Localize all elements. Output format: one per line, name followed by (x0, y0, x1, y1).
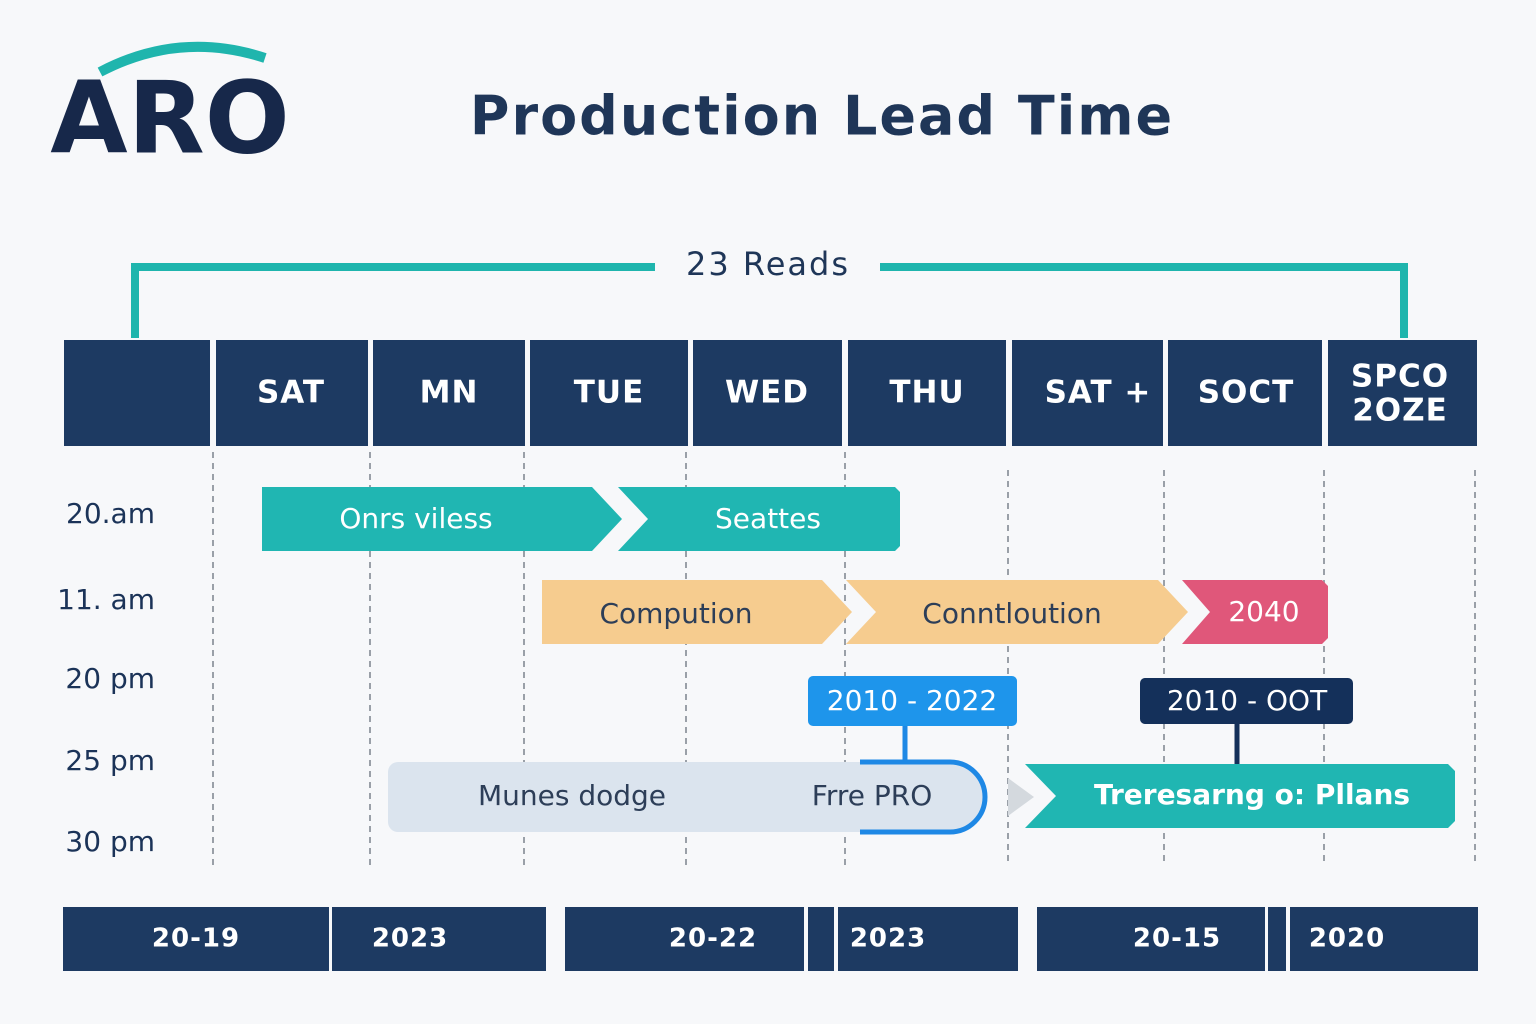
header-label: MN (420, 375, 479, 411)
header-cell (373, 340, 525, 446)
header-label: WED (725, 375, 809, 411)
callout-label: 2010 - OOT (1167, 684, 1328, 717)
task-bar (618, 487, 900, 551)
row-label: 11. am (57, 583, 155, 616)
footer-cell (565, 907, 804, 971)
logo: ARO (50, 59, 289, 176)
header-cell (216, 340, 368, 446)
row-label: 20 pm (65, 662, 155, 695)
row-label: 30 pm (65, 825, 155, 858)
footer-cell (1037, 907, 1265, 971)
footer-label: 20-19 (152, 924, 240, 954)
task-bar (388, 762, 985, 832)
task-label: Onrs viless (339, 502, 492, 535)
task-label: Conntloution (922, 597, 1101, 630)
task-bar (262, 487, 622, 551)
footer-cell (838, 907, 1018, 971)
task-label: 2040 (1228, 595, 1299, 628)
header-label: TUE (574, 375, 645, 411)
task-label: Treresarng o: Pllans (1094, 778, 1410, 811)
footer-label: 2023 (850, 924, 926, 954)
header-cell (693, 340, 842, 446)
header-label: SAT (257, 375, 325, 411)
footer-cell (63, 907, 329, 971)
span-label: 23 Reads (686, 245, 850, 283)
header-label: SAT + (1045, 375, 1152, 411)
header-cell (1328, 340, 1477, 446)
row-label: 20.am (66, 497, 155, 530)
task-bar (846, 580, 1188, 644)
header-cell (1012, 340, 1163, 446)
task-bar (542, 580, 852, 644)
arrow (1008, 778, 1034, 816)
header-cell (530, 340, 688, 446)
span-bracket (131, 263, 1408, 338)
task-bar (1182, 580, 1328, 644)
logo-swoosh (97, 41, 267, 77)
footer-cell (1290, 907, 1478, 971)
header: SAT MN TUE WED THU SAT + SOCT SPCO 2OZE (64, 340, 1477, 446)
task-bar (1025, 764, 1455, 828)
footer: 20-19 2023 20-22 2023 20-15 2020 (63, 907, 1478, 971)
footer-cell (808, 907, 834, 971)
header-cell (1168, 340, 1322, 446)
footer-label: 20-22 (669, 924, 757, 954)
footer-label: 2020 (1309, 924, 1385, 954)
title: Production Lead Time (470, 85, 1174, 148)
footer-label: 20-15 (1133, 924, 1221, 954)
row-label: 25 pm (65, 744, 155, 777)
header-label: THU (889, 375, 964, 411)
header-cell (848, 340, 1006, 446)
callout (808, 676, 1017, 726)
callout (1140, 678, 1353, 724)
task-label: Frre PRO (812, 779, 933, 812)
header-label: SPCO (1351, 359, 1449, 395)
footer-label: 2023 (372, 924, 448, 954)
header-label: 2OZE (1352, 393, 1448, 429)
callout-label: 2010 - 2022 (827, 684, 997, 717)
footer-cell (332, 907, 546, 971)
task-outline (860, 759, 988, 835)
header-cell (64, 340, 210, 446)
task-label: Seattes (715, 502, 821, 535)
task-label: Compution (599, 597, 752, 630)
task-label: Munes dodge (478, 779, 666, 812)
header-label: SOCT (1198, 375, 1295, 411)
footer-cell (1268, 907, 1286, 971)
